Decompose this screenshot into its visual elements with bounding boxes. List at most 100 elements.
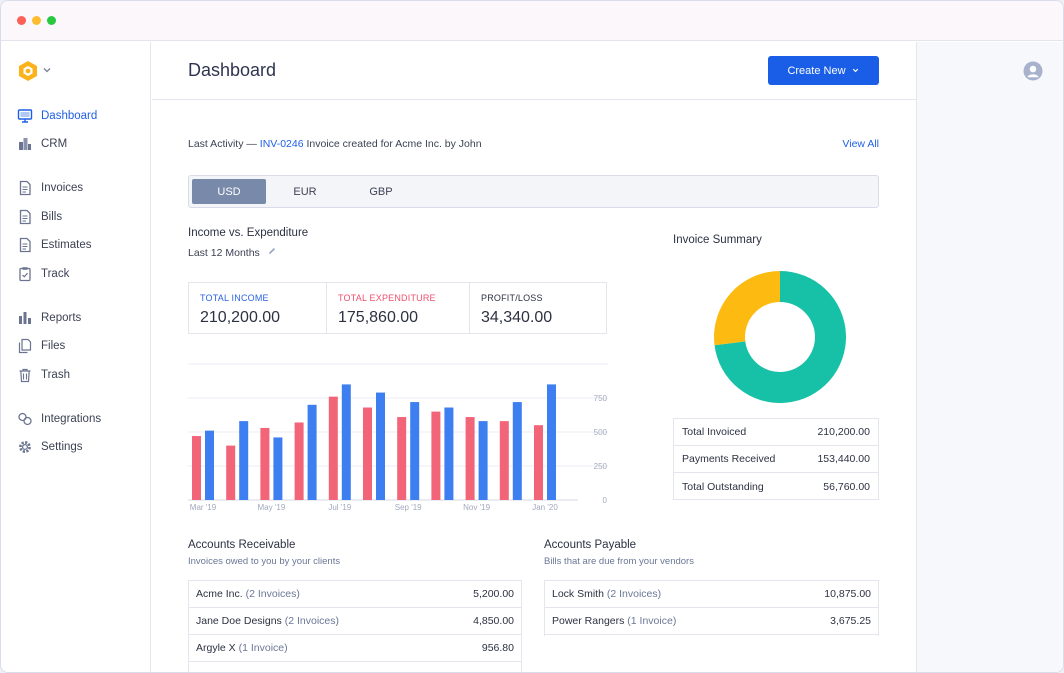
income-bar[interactable] [376,392,385,500]
expenditure-bar[interactable] [328,396,338,500]
period-label: Last 12 Months [188,247,260,259]
sidebar-item-files[interactable]: Files [17,336,65,356]
expenditure-bar[interactable] [465,417,475,500]
table-row[interactable]: Jane Doe Designs (2 Invoices) 4,850.00 [189,608,521,635]
expenditure-bar[interactable] [192,436,201,500]
income-bar[interactable] [547,384,556,500]
document-icon [19,209,31,225]
user-avatar-icon[interactable] [1023,61,1043,81]
invoice-count: (1 Invoice) [627,615,677,627]
sidebar-item-settings[interactable]: Settings [17,437,83,457]
receivable-title: Accounts Receivable [188,539,296,551]
sidebar-item-label: Settings [41,441,83,453]
document-icon [19,237,31,253]
income-stats: TOTAL INCOME 210,200.00 TOTAL EXPENDITUR… [188,282,607,334]
sidebar-item-reports[interactable]: Reports [17,308,81,328]
sidebar-item-crm[interactable]: CRM [17,134,67,154]
donut-slice[interactable] [714,271,780,346]
income-bar[interactable] [205,430,214,500]
vendor-name: Lock Smith [552,588,604,600]
income-bar[interactable] [410,402,420,500]
income-bar[interactable] [239,421,249,500]
expenditure-bar[interactable] [534,425,543,500]
stat-label: TOTAL EXPENDITURE [338,293,436,303]
vendor-name: Power Rangers [552,615,625,627]
expenditure-bar[interactable] [431,411,441,500]
view-all-link[interactable]: View All [842,138,879,150]
amount: 3,675.25 [830,615,871,627]
sidebar-item-invoices[interactable]: Invoices [17,178,83,198]
sidebar-item-label: Integrations [41,413,102,425]
create-new-label: Create New [787,64,846,77]
income-bar[interactable] [307,404,317,500]
income-bar[interactable] [478,421,488,500]
stat-profit-loss: PROFIT/LOSS 34,340.00 [470,283,607,333]
stat-label: PROFIT/LOSS [481,293,543,303]
donut-slice[interactable] [714,271,846,403]
expenditure-bar[interactable] [363,407,372,500]
sidebar-item-track[interactable]: Track [17,264,69,284]
clipboard-icon [19,267,31,282]
expenditure-bar[interactable] [499,421,509,500]
tab-usd[interactable]: USD [192,179,266,204]
income-bar[interactable] [512,402,522,500]
expenditure-bar[interactable] [226,445,236,500]
sidebar-item-label: Trash [41,369,70,381]
last-activity: Last Activity — INV-0246 Invoice created… [188,138,482,150]
stat-value: 34,340.00 [481,309,553,326]
page-title: Dashboard [188,60,277,80]
last-activity-prefix: Last Activity — [188,138,257,150]
zoom-window-button[interactable] [47,16,56,25]
x-tick-label: May '19 [258,503,286,512]
income-bar[interactable] [444,407,454,500]
sidebar-item-integrations[interactable]: Integrations [17,409,101,429]
tab-eur[interactable]: EUR [293,185,317,198]
sidebar-item-dashboard[interactable]: Dashboard [17,106,97,126]
chevron-down-icon [852,68,858,73]
tab-gbp[interactable]: GBP [369,185,393,198]
create-new-button[interactable]: Create New [768,56,879,85]
summary-value: 153,440.00 [817,453,870,465]
table-row[interactable]: Acme Inc. (2 Invoices) 5,200.00 [189,581,521,608]
page-header: Dashboard Create New [152,42,916,100]
invoice-link[interactable]: INV-0246 [259,138,304,150]
main-content: Dashboard Create New Last Activity — INV… [152,42,916,672]
sidebar-item-bills[interactable]: Bills [17,207,62,227]
table-row[interactable]: Lock Smith (2 Invoices) 10,875.00 [545,581,878,608]
gear-icon [19,441,31,453]
table-row[interactable]: Argyle X (1 Invoice) 956.80 [189,635,521,662]
expenditure-bar[interactable] [294,422,304,500]
trash-icon [19,368,31,383]
table-row[interactable]: Power Rangers (1 Invoice) 3,675.25 [545,608,878,635]
summary-label: Total Invoiced [682,426,747,438]
invoice-count: (1 Invoice) [238,642,288,654]
sidebar: Dashboard CRM Invoices Bills [1,42,151,672]
income-bar[interactable] [341,384,351,500]
last-activity-text: Invoice created for Acme Inc. by John [306,138,482,150]
title-bar [1,1,1063,41]
income-bar[interactable] [273,437,283,500]
expenditure-bar[interactable] [397,417,407,500]
pencil-icon[interactable] [267,246,277,256]
files-icon [18,338,32,354]
sidebar-item-estimates[interactable]: Estimates [17,235,92,255]
minimize-window-button[interactable] [32,16,41,25]
sidebar-item-trash[interactable]: Trash [17,365,70,385]
client-name: Jane Doe Designs [196,615,282,627]
currency-tabs: USD EUR GBP [188,175,879,208]
hexagon-logo-icon[interactable] [17,60,39,82]
x-tick-label: Nov '19 [463,503,490,512]
x-tick-label: Jan '20 [532,503,558,512]
expenditure-bar[interactable] [260,427,270,500]
stat-value: 175,860.00 [338,309,419,326]
client-name: Argyle X [196,642,236,654]
close-window-button[interactable] [17,16,26,25]
x-tick-label: Mar '19 [190,503,217,512]
stat-total-expenditure: TOTAL EXPENDITURE 175,860.00 [327,283,470,333]
period-selector[interactable]: Last 12 Months [188,246,277,259]
payable-title: Accounts Payable [544,539,637,551]
chevron-down-icon[interactable] [41,64,53,76]
bar-chart-icon [19,312,31,324]
document-icon [19,180,31,196]
